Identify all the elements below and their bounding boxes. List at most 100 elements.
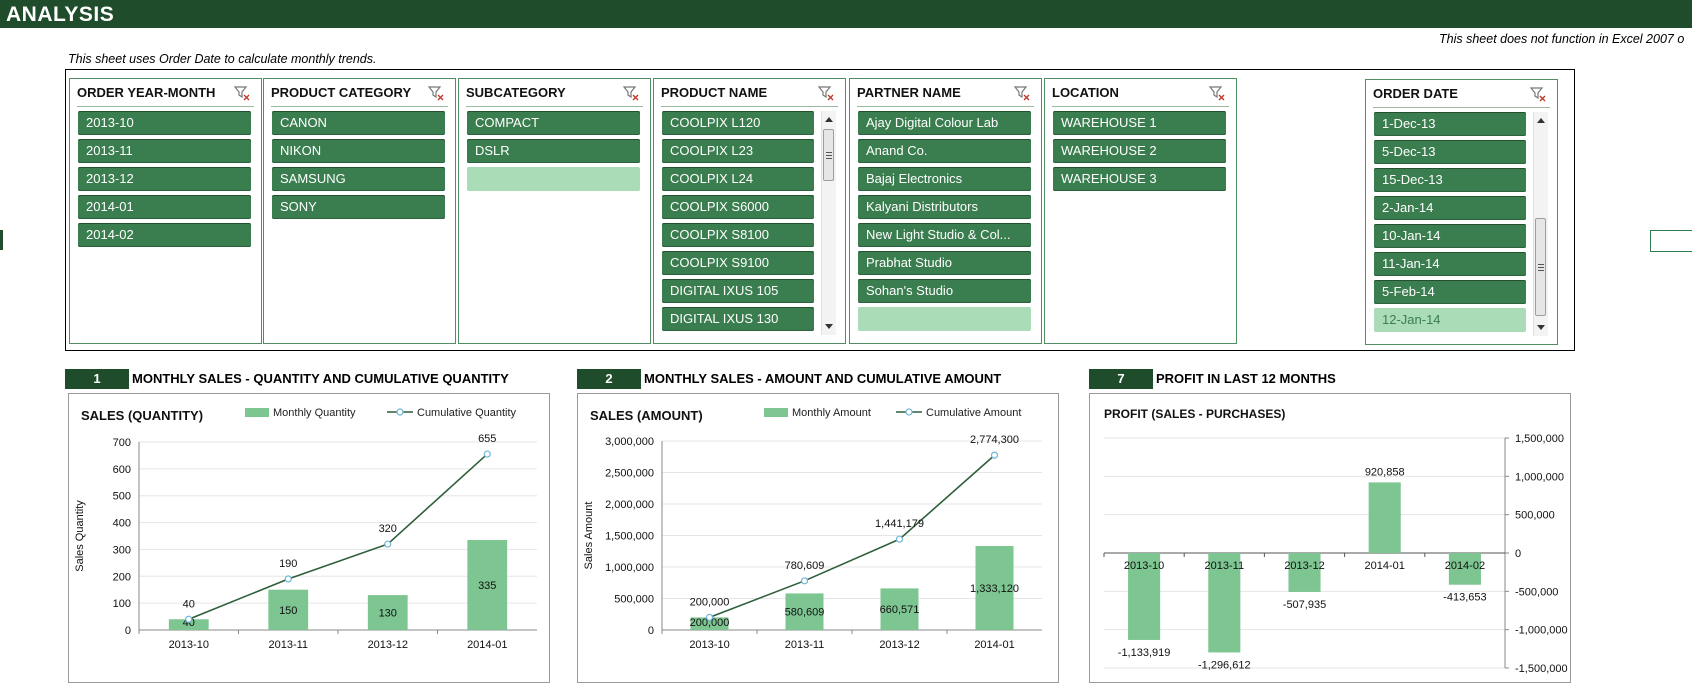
bar-data-label: 580,609 [785, 607, 825, 619]
slicer-item[interactable]: Bajaj Electronics [858, 167, 1031, 191]
bar [1448, 553, 1481, 585]
scroll-down-icon[interactable] [1537, 325, 1545, 330]
slicer-item[interactable]: SAMSUNG [272, 167, 445, 191]
bar [1288, 553, 1321, 592]
slicer-item[interactable]: COOLPIX S8100 [662, 223, 814, 247]
slicer-divider [466, 106, 643, 107]
slicer-item[interactable]: 2-Jan-14 [1374, 196, 1526, 220]
line-data-label: 40 [183, 598, 195, 610]
slicer-item[interactable]: COOLPIX S6000 [662, 195, 814, 219]
line-data-label: 200,000 [690, 596, 730, 608]
x-tick-label: 2013-11 [1205, 560, 1245, 572]
clear-filter-icon[interactable] [233, 84, 251, 102]
slicer-item[interactable]: DSLR [467, 139, 640, 163]
slicer-item[interactable]: 11-Jan-14 [1374, 252, 1526, 276]
legend-label: Monthly Quantity [273, 407, 356, 419]
slicer-item[interactable]: Sohan's Studio [858, 279, 1031, 303]
slicer-item[interactable]: DIGITAL IXUS 130 [662, 307, 814, 331]
chart-sales-quantity[interactable]: SALES (QUANTITY) Monthly Quantity Cumulati… [68, 393, 550, 683]
clear-filter-icon[interactable] [1013, 84, 1031, 102]
legend-label: Monthly Amount [792, 407, 871, 419]
y-tick-label: 500,000 [1515, 510, 1555, 522]
slicer-item[interactable]: WAREHOUSE 1 [1053, 111, 1226, 135]
y-tick-label: 500,000 [614, 594, 654, 606]
scroll-thumb[interactable] [823, 129, 834, 181]
x-tick-label: 2014-02 [1445, 560, 1485, 572]
section-title-2: MONTHLY SALES - AMOUNT AND CUMULATIVE AM… [644, 371, 1002, 386]
slicer-order-year-month: ORDER YEAR-MONTH 2013-10 2013-11 2013-12 201… [69, 78, 262, 344]
bar [975, 546, 1014, 630]
clear-filter-icon[interactable] [622, 84, 640, 102]
clear-filter-icon[interactable] [1529, 85, 1547, 103]
slicer-item[interactable]: SONY [272, 195, 445, 219]
x-tick-label: 2014-01 [467, 639, 507, 651]
slicer-item[interactable]: NIKON [272, 139, 445, 163]
slicer-item[interactable]: 1-Dec-13 [1374, 112, 1526, 136]
slicer-scrollbar[interactable] [821, 111, 836, 335]
y-tick-label: 500 [113, 491, 131, 503]
x-tick-label: 2013-11 [785, 639, 825, 651]
section-title-1: MONTHLY SALES - QUANTITY AND CUMULATIVE … [132, 371, 509, 386]
bar-data-label: 1,333,120 [970, 583, 1019, 595]
chart-sales-amount[interactable]: SALES (AMOUNT) Monthly Amount Cumulative A… [577, 393, 1059, 683]
slicer-item[interactable]: 2013-12 [78, 167, 251, 191]
slicer-title: PRODUCT NAME [661, 85, 768, 100]
slicer-item[interactable]: CANON [272, 111, 445, 135]
cumulative-line [188, 453, 488, 620]
slicer-item[interactable]: 10-Jan-14 [1374, 224, 1526, 248]
slicer-item[interactable]: 2013-11 [78, 139, 251, 163]
slicer-item[interactable] [467, 167, 640, 191]
y-axis-label: Sales Amount [583, 502, 595, 570]
slicer-item[interactable]: DIGITAL IXUS 105 [662, 279, 814, 303]
slicer-title: ORDER DATE [1373, 86, 1458, 101]
slicer-scrollbar[interactable] [1533, 112, 1548, 336]
sheet-title: ANALYSIS [6, 3, 115, 26]
legend-bar-swatch [245, 408, 269, 417]
clear-filter-icon[interactable] [427, 84, 445, 102]
scroll-down-icon[interactable] [825, 324, 833, 329]
slicer-item[interactable]: Anand Co. [858, 139, 1031, 163]
x-tick-label: 2014-01 [974, 639, 1014, 651]
scroll-up-icon[interactable] [1537, 118, 1545, 123]
section-number-1: 1 [65, 369, 129, 389]
line-data-label: 655 [478, 433, 496, 445]
slicer-item[interactable]: 2014-01 [78, 195, 251, 219]
slicer-item[interactable]: Prabhat Studio [858, 251, 1031, 275]
slicer-item[interactable]: COOLPIX L23 [662, 139, 814, 163]
slicer-item[interactable]: WAREHOUSE 2 [1053, 139, 1226, 163]
slicer-item[interactable]: COOLPIX L120 [662, 111, 814, 135]
chart-profit[interactable]: PROFIT (SALES - PURCHASES) -1,500,000 -1,0… [1089, 393, 1571, 683]
y-tick-label: 700 [113, 437, 131, 449]
slicer-item[interactable]: COOLPIX S9100 [662, 251, 814, 275]
bar [785, 593, 824, 630]
grip-icon [1538, 264, 1544, 271]
slicer-item[interactable] [858, 307, 1031, 331]
slicer-item[interactable]: 2013-10 [78, 111, 251, 135]
slicer-item[interactable]: New Light Studio & Col... [858, 223, 1031, 247]
slicer-item[interactable]: 2014-02 [78, 223, 251, 247]
slicer-item[interactable]: COMPACT [467, 111, 640, 135]
slicer-title: LOCATION [1052, 85, 1119, 100]
y-tick-label: 0 [648, 625, 654, 637]
slicer-item[interactable]: 15-Dec-13 [1374, 168, 1526, 192]
slicer-item[interactable]: Ajay Digital Colour Lab [858, 111, 1031, 135]
x-tick-label: 2013-11 [268, 639, 308, 651]
slicer-item[interactable]: WAREHOUSE 3 [1053, 167, 1226, 191]
slicer-item[interactable]: Kalyani Distributors [858, 195, 1031, 219]
slicer-item[interactable]: COOLPIX L24 [662, 167, 814, 191]
scroll-up-icon[interactable] [825, 117, 833, 122]
scroll-thumb[interactable] [1535, 218, 1546, 316]
selected-cell[interactable] [1650, 230, 1692, 252]
clear-filter-icon[interactable] [817, 84, 835, 102]
legend-label: Cumulative Quantity [417, 407, 517, 419]
line-marker [705, 613, 714, 621]
section-number-2: 2 [577, 369, 641, 389]
slicer-product-name: PRODUCT NAME COOLPIX L120 COOLPIX L23 COOLP… [653, 78, 846, 344]
slicer-item[interactable]: 12-Jan-14 [1374, 308, 1526, 332]
slicer-title: PRODUCT CATEGORY [271, 85, 412, 100]
clear-filter-icon[interactable] [1208, 84, 1226, 102]
slicer-item[interactable]: 5-Feb-14 [1374, 280, 1526, 304]
slicer-item[interactable]: 5-Dec-13 [1374, 140, 1526, 164]
slicer-divider [77, 106, 254, 107]
line-marker [895, 535, 904, 543]
